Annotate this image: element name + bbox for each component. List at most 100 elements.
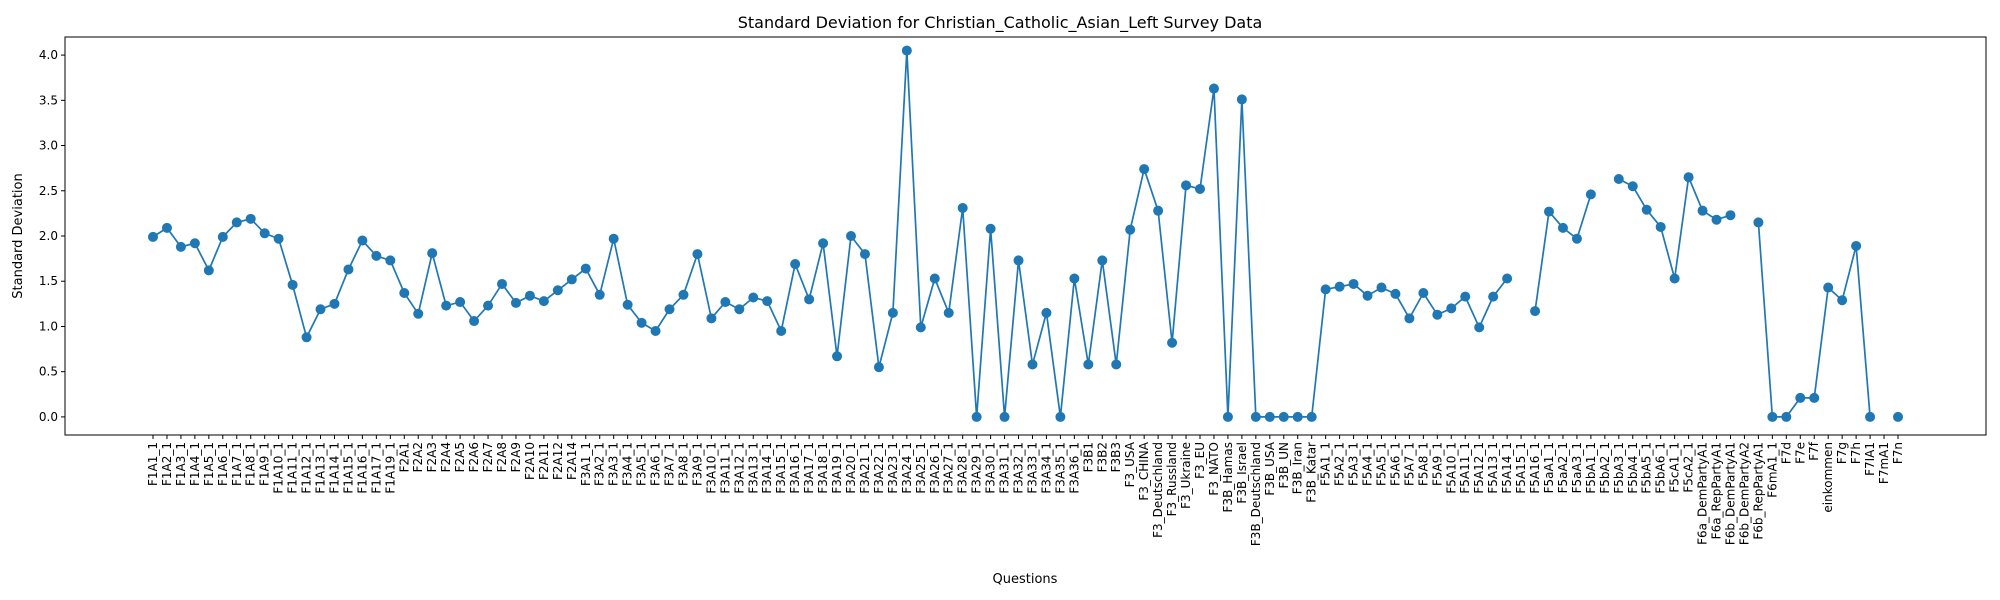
data-point [915, 322, 926, 333]
x-tick-label: F5A4_1 [1361, 442, 1375, 486]
data-point [1236, 94, 1247, 105]
data-point [1502, 273, 1513, 284]
x-tick-label: einkommen [1821, 442, 1835, 513]
y-tick-label: 3.5 [39, 93, 58, 107]
data-point [1795, 392, 1806, 403]
data-point [301, 332, 312, 343]
data-point [1362, 290, 1373, 301]
x-tick-label: F1A3_1 [174, 442, 188, 486]
data-point [510, 297, 521, 308]
data-point [748, 292, 759, 303]
y-tick-label: 3.0 [39, 139, 58, 153]
x-tick-label: F3_Ukraine [1179, 442, 1193, 509]
x-tick-label: F3A21_1 [858, 442, 872, 494]
x-tick-label: F1A13_1 [314, 442, 328, 494]
data-point [1865, 411, 1876, 422]
x-tick-label: F6a_RepPartyA1 [1710, 442, 1724, 539]
data-point [1278, 411, 1289, 422]
data-point [1222, 411, 1233, 422]
x-tick-label: F3A10_1 [704, 442, 718, 494]
data-point [259, 228, 270, 239]
data-point [552, 285, 563, 296]
data-point [273, 233, 284, 244]
x-tick-label: F5A8_1 [1416, 442, 1430, 486]
data-point [469, 316, 480, 327]
x-tick-label: F3A27_1 [942, 442, 956, 494]
data-point [846, 231, 856, 241]
data-point [1446, 303, 1457, 314]
x-tick-label: F5cA2_1 [1682, 442, 1696, 493]
data-point [399, 287, 410, 298]
data-point [859, 249, 870, 260]
x-tick-label: F3A15_1 [774, 442, 788, 494]
x-tick-label: F5bA6_1 [1654, 442, 1668, 494]
data-point [1320, 284, 1331, 295]
data-point [650, 325, 661, 336]
x-tick-label: F3A4_1 [621, 442, 635, 486]
x-tick-label: F3A23_1 [886, 442, 900, 494]
data-point [1208, 83, 1219, 94]
x-tick-label: F3A26_1 [928, 442, 942, 494]
data-point [804, 294, 815, 305]
y-tick-label: 2.5 [39, 184, 58, 198]
x-tick-label: F3A11_1 [718, 442, 732, 494]
x-tick-label: F1A14_1 [327, 442, 341, 494]
x-tick-label: F3A33_1 [1025, 442, 1039, 494]
x-tick-label: F3A9_1 [690, 442, 704, 486]
data-point [1697, 205, 1708, 216]
data-point [1348, 278, 1359, 289]
x-tick-label: F3A30_1 [984, 442, 998, 494]
x-tick-label: F5A13_1 [1486, 442, 1500, 494]
x-tick-label: F2A7 [481, 442, 495, 472]
data-point [1027, 359, 1038, 370]
x-tick-label: F1A9_1 [258, 442, 272, 486]
data-point [1781, 411, 1792, 422]
x-tick-label: F1A10_1 [272, 442, 286, 494]
data-point [1153, 205, 1164, 216]
x-tick-label: F3A1_1 [579, 442, 593, 486]
x-tick-label: F7g [1835, 442, 1849, 464]
x-tick-label: F2A1 [397, 442, 411, 472]
data-point [203, 265, 214, 276]
data-point [678, 289, 689, 300]
data-point [1167, 337, 1178, 348]
plot-frame [64, 36, 1987, 436]
y-tick-label: 1.0 [39, 319, 58, 333]
x-tick-label: F3A14_1 [760, 442, 774, 494]
data-points [148, 45, 1903, 422]
data-point [776, 325, 787, 336]
x-tick-label: F3_NATO [1207, 442, 1221, 496]
y-tick-label: 0.5 [39, 365, 58, 379]
x-tick-label: F1A7_1 [230, 442, 244, 486]
x-tick-label: F5bA4_1 [1626, 442, 1640, 494]
data-point [1139, 164, 1150, 175]
data-point [1460, 291, 1471, 302]
x-tick-label: F1A5_1 [202, 442, 216, 486]
data-point [161, 222, 172, 233]
data-point [664, 304, 675, 315]
data-point [1181, 180, 1192, 191]
x-tick-label: F5bA5_1 [1640, 442, 1654, 494]
data-point [357, 235, 368, 246]
data-point [189, 238, 200, 249]
x-tick-label: F3B2 [1095, 442, 1109, 472]
data-point [1725, 210, 1736, 221]
x-tick-label: F1A4_1 [188, 442, 202, 486]
y-axis: 0.0 0.5 1.0 1.5 2.0 2.5 3.0 3.5 4.0 [39, 48, 65, 424]
x-tick-label: F3_EU [1193, 442, 1207, 479]
data-point [371, 250, 382, 261]
x-tick-label: F3A19_1 [830, 442, 844, 494]
x-tick-label: F2A5 [453, 442, 467, 472]
x-tick-label: F5bA1_1 [1584, 442, 1598, 494]
data-point [1097, 255, 1108, 266]
x-tick-label: F3A12_1 [732, 442, 746, 494]
x-tick-label: F1A15_1 [341, 442, 355, 494]
data-point [524, 290, 535, 301]
x-tick-label: F5A6_1 [1388, 442, 1402, 486]
data-point [427, 248, 438, 259]
x-tick-label: F6mA1_1 [1765, 442, 1779, 498]
data-point [790, 259, 801, 270]
data-point [1125, 224, 1136, 235]
data-point [706, 313, 717, 324]
x-tick-label: F6b_RepPartyA1 [1751, 442, 1765, 540]
